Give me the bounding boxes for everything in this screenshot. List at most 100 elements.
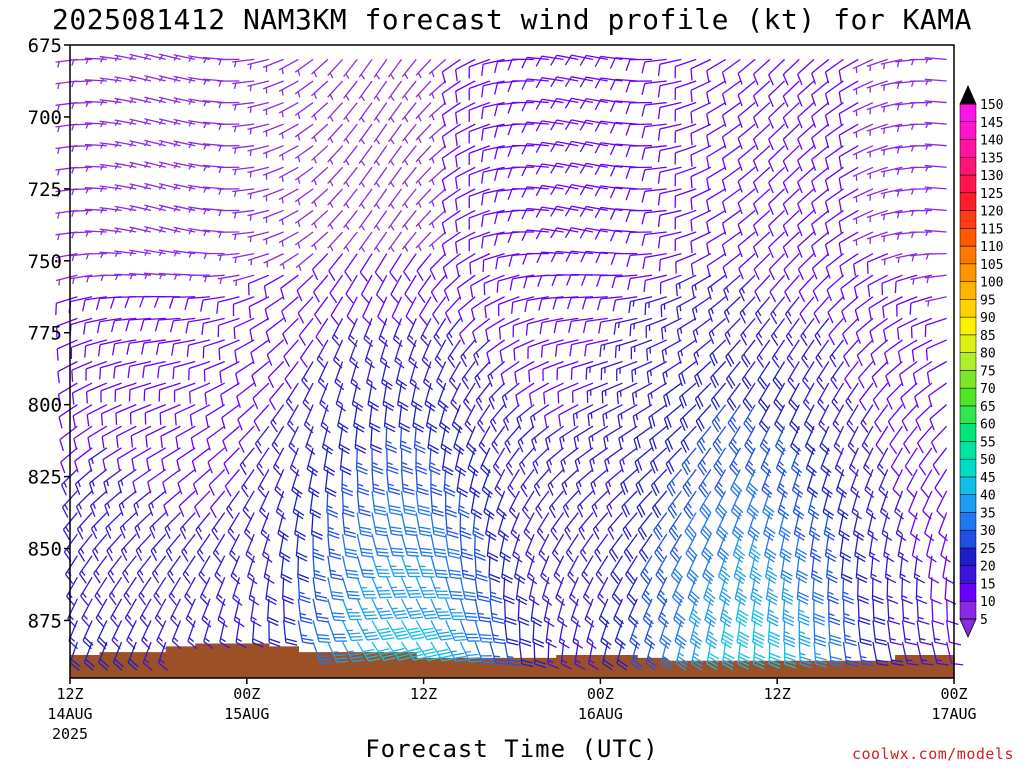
wind-barb xyxy=(349,339,360,369)
wind-barb xyxy=(294,123,314,141)
wind-barb xyxy=(311,123,329,143)
wind-barb xyxy=(70,166,93,174)
wind-barb xyxy=(294,58,314,76)
wind-barb xyxy=(641,166,667,182)
wind-barb xyxy=(810,555,823,584)
wind-barb xyxy=(898,360,918,387)
wind-barb xyxy=(732,533,746,563)
wind-barb xyxy=(503,598,517,626)
wind-barb xyxy=(866,145,888,158)
wind-barb xyxy=(173,183,196,191)
wind-barb xyxy=(110,296,137,309)
y-tick-label-875: 875 xyxy=(28,610,62,632)
wind-barb xyxy=(564,512,579,541)
wind-barb xyxy=(474,577,490,603)
wind-barb xyxy=(674,620,687,650)
wind-barb xyxy=(916,425,933,454)
wind-barb xyxy=(843,339,859,367)
wind-barb xyxy=(631,360,653,383)
wind-barb xyxy=(355,447,368,475)
wind-barb xyxy=(686,555,699,585)
colorbar-swatch-20 xyxy=(959,547,977,566)
wind-barb xyxy=(565,250,594,262)
wind-barb xyxy=(408,339,419,369)
wind-barb xyxy=(55,296,78,316)
wind-barb xyxy=(824,188,844,213)
wind-barb xyxy=(253,404,270,432)
wind-barb xyxy=(507,101,535,114)
wind-barb xyxy=(232,58,255,68)
wind-barb xyxy=(485,317,505,342)
wind-barb xyxy=(820,447,832,477)
wind-barb xyxy=(909,296,933,315)
wind-barb xyxy=(158,75,181,82)
colorbar-swatch-50 xyxy=(959,441,977,460)
wind-barb xyxy=(343,188,358,209)
wind-barb xyxy=(217,80,240,87)
wind-barb xyxy=(507,166,535,179)
wind-barb xyxy=(785,317,800,347)
wind-barb xyxy=(508,252,535,267)
wind-barb xyxy=(707,296,727,322)
wind-barb xyxy=(504,425,520,454)
wind-barb xyxy=(130,425,152,448)
wind-barb xyxy=(100,404,122,426)
wind-barb xyxy=(447,339,461,368)
wind-barb xyxy=(579,97,608,110)
wind-barb xyxy=(552,296,579,310)
credit-link[interactable]: coolwx.com/models xyxy=(851,745,1014,763)
wind-barb xyxy=(170,598,182,628)
wind-barb xyxy=(768,123,786,151)
wind-barb xyxy=(445,641,468,663)
wind-barb xyxy=(824,231,844,257)
wind-barb xyxy=(282,598,296,626)
wind-barb xyxy=(474,620,493,644)
plot-frame xyxy=(69,44,955,679)
wind-barb xyxy=(857,361,874,389)
wind-barb xyxy=(278,58,299,75)
wind-barb xyxy=(262,145,284,159)
wind-barb xyxy=(98,641,110,671)
wind-barb xyxy=(76,512,93,540)
wind-barb xyxy=(266,339,285,366)
wind-barb xyxy=(706,166,726,191)
wind-barb xyxy=(175,425,196,449)
wind-barb xyxy=(773,382,786,412)
wind-barb xyxy=(782,231,800,259)
wind-barb xyxy=(117,468,137,494)
wind-barb xyxy=(263,555,275,584)
wind-barb xyxy=(481,80,505,98)
wind-barb xyxy=(535,98,564,110)
wind-barb xyxy=(740,339,756,368)
wind-barb xyxy=(308,469,320,498)
wind-barb xyxy=(714,469,727,498)
wind-barb xyxy=(809,534,822,563)
wind-barb xyxy=(297,555,310,583)
wind-barb xyxy=(581,296,608,310)
wind-barb xyxy=(168,576,182,606)
colorbar-swatch-35 xyxy=(959,494,977,513)
wind-barb xyxy=(681,447,697,476)
wind-barb xyxy=(206,425,226,451)
wind-barb xyxy=(641,231,667,247)
wind-barb xyxy=(623,533,638,562)
wind-barb xyxy=(486,534,499,562)
wind-barb xyxy=(657,166,682,184)
wind-barb xyxy=(617,404,638,428)
colorbar-label-85: 85 xyxy=(980,329,996,344)
wind-barb xyxy=(301,361,314,390)
wind-barb xyxy=(508,490,520,520)
wind-barb xyxy=(783,253,800,281)
wind-barb xyxy=(721,188,741,214)
wind-barb xyxy=(925,339,947,361)
wind-barb xyxy=(638,533,653,563)
wind-barb xyxy=(723,296,741,323)
wind-barb xyxy=(484,296,505,319)
wind-barb xyxy=(475,382,491,411)
wind-barb xyxy=(442,253,461,279)
wind-barb xyxy=(311,145,329,164)
wind-barb xyxy=(470,274,491,298)
wind-barb xyxy=(455,145,476,168)
wind-barb xyxy=(341,534,358,559)
wind-barb xyxy=(901,641,919,666)
